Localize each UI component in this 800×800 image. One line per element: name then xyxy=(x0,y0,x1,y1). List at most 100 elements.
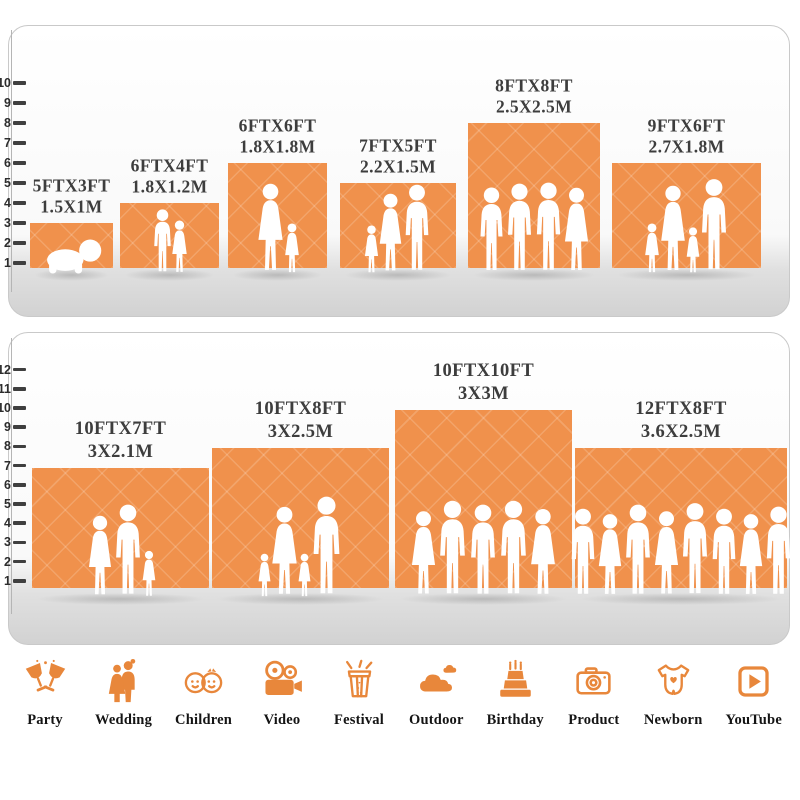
ruler-tick xyxy=(13,463,26,468)
ruler-tick-label: 1 xyxy=(4,573,11,588)
floor-shadow xyxy=(616,269,757,281)
floor-shadow xyxy=(124,269,215,281)
backdrop-size-m: 3.6X2.5M xyxy=(640,421,722,442)
ruler-tick xyxy=(13,261,26,265)
floor-shadow xyxy=(34,269,109,281)
backdrop-size-m: 3X2.1M xyxy=(87,441,154,462)
backdrop-box xyxy=(612,163,761,268)
backdrop-size-ft: 12FTX8FT xyxy=(635,398,727,419)
category-label: Children xyxy=(175,712,232,728)
ruler-tick xyxy=(13,444,26,449)
ruler-tick-label: 9 xyxy=(4,420,11,435)
ruler-tick xyxy=(13,141,26,145)
backdrop-size-ft: 9FTX6FT xyxy=(647,115,726,136)
ruler-tick xyxy=(13,161,26,165)
category-label: YouTube xyxy=(725,712,782,728)
youtube-icon xyxy=(730,658,777,705)
backdrop-box xyxy=(228,163,327,268)
ruler-tick-label: 9 xyxy=(4,96,11,110)
backdrop-size-m: 1.8X1.2M xyxy=(131,176,208,197)
floor-shadow xyxy=(344,269,452,281)
category-label: Wedding xyxy=(95,712,153,728)
category-label: Party xyxy=(27,712,63,728)
ruler-tick xyxy=(13,425,26,429)
backdrop-label: 12FTX8FT 3.6X2.5M xyxy=(635,398,727,443)
birthday-icon xyxy=(492,658,539,705)
backdrop-size-m: 3X2.5M xyxy=(267,421,334,442)
backdrop-size-m: 1.8X1.8M xyxy=(239,136,316,157)
category-item-outdoor: Outdoor xyxy=(409,658,464,729)
category-row: Party Wedding Children Video Festival Ou… xyxy=(18,658,782,729)
ruler-tick xyxy=(13,367,26,372)
backdrop-box xyxy=(575,448,787,588)
ruler-tick-label: 7 xyxy=(4,458,11,473)
ruler-tick xyxy=(13,121,26,125)
category-item-wedding: Wedding xyxy=(95,658,152,729)
ruler-tick-label: 7 xyxy=(4,136,11,150)
backdrop-label: 7FTX5FT 2.2X1.5M xyxy=(359,135,437,178)
ruler-tick-label: 4 xyxy=(4,196,11,210)
backdrop-size-ft: 10FTX10FT xyxy=(432,360,535,381)
backdrop-size-ft: 6FTX4FT xyxy=(130,155,209,176)
backdrop-label: 8FTX8FT 2.5X2.5M xyxy=(495,75,573,118)
backdrop-box xyxy=(340,183,456,268)
ruler-tick xyxy=(13,540,26,545)
ruler-tick-label: 12 xyxy=(0,362,11,377)
backdrop-size-m: 2.2X1.5M xyxy=(359,156,437,177)
backdrop-label: 10FTX8FT 3X2.5M xyxy=(255,398,347,443)
wedding-icon xyxy=(100,658,147,705)
ruler-tick-label: 10 xyxy=(0,76,11,90)
backdrop-box xyxy=(120,203,219,268)
ruler-tick-label: 8 xyxy=(4,439,11,454)
newborn-icon xyxy=(650,658,697,705)
backdrop-box xyxy=(32,468,209,588)
backdrop-label: 5FTX3FT 1.5X1M xyxy=(33,175,111,218)
ruler-tick xyxy=(13,387,26,391)
ruler-tick-label: 5 xyxy=(4,497,11,511)
ruler-tick-label: 6 xyxy=(4,477,11,492)
backdrop-size-ft: 10FTX7FT xyxy=(74,418,167,439)
backdrop-size-m: 2.7X1.8M xyxy=(648,136,725,157)
video-icon xyxy=(259,658,306,705)
backdrop-label: 9FTX6FT 2.7X1.8M xyxy=(648,115,726,158)
backdrop-box xyxy=(212,448,389,588)
backdrop-label: 10FTX10FT 3X3M xyxy=(433,360,534,405)
ruler-tick xyxy=(13,81,26,85)
category-item-newborn: Newborn xyxy=(644,658,703,729)
party-icon xyxy=(22,658,69,705)
children-icon xyxy=(180,658,227,705)
ruler-tick xyxy=(13,221,26,225)
ruler-tick xyxy=(13,521,26,525)
category-item-birthday: Birthday xyxy=(487,658,544,729)
backdrop-size-ft: 7FTX5FT xyxy=(359,135,437,156)
backdrop-box xyxy=(395,410,572,588)
backdrop-size-ft: 6FTX6FT xyxy=(238,115,317,136)
category-item-party: Party xyxy=(18,658,72,729)
ruler-line xyxy=(11,30,13,292)
ruler-tick-label: 8 xyxy=(4,116,11,130)
outdoor-icon xyxy=(413,658,460,705)
category-item-festival: Festival xyxy=(332,658,386,729)
backdrop-size-m: 3X3M xyxy=(458,383,509,404)
floor-shadow xyxy=(579,593,783,605)
backdrop-box xyxy=(468,123,600,268)
ruler-tick xyxy=(13,181,26,185)
floor-shadow xyxy=(232,269,323,281)
ruler-tick-label: 5 xyxy=(4,176,11,190)
category-label: Outdoor xyxy=(409,712,464,728)
product-icon xyxy=(570,658,617,705)
floor-shadow xyxy=(216,593,385,605)
ruler-tick xyxy=(13,483,26,487)
ruler-tick xyxy=(13,201,26,205)
backdrop-size-m: 2.5X2.5M xyxy=(495,96,573,117)
backdrop-size-m: 1.5X1M xyxy=(40,196,103,217)
backdrop-size-ft: 10FTX8FT xyxy=(254,398,347,419)
category-label: Birthday xyxy=(486,712,544,728)
ruler-tick-label: 3 xyxy=(4,216,11,230)
ruler-tick xyxy=(13,406,26,410)
backdrop-box xyxy=(30,223,113,268)
ruler-tick xyxy=(13,579,26,583)
ruler-tick xyxy=(13,101,26,105)
category-label: Product xyxy=(568,712,620,728)
